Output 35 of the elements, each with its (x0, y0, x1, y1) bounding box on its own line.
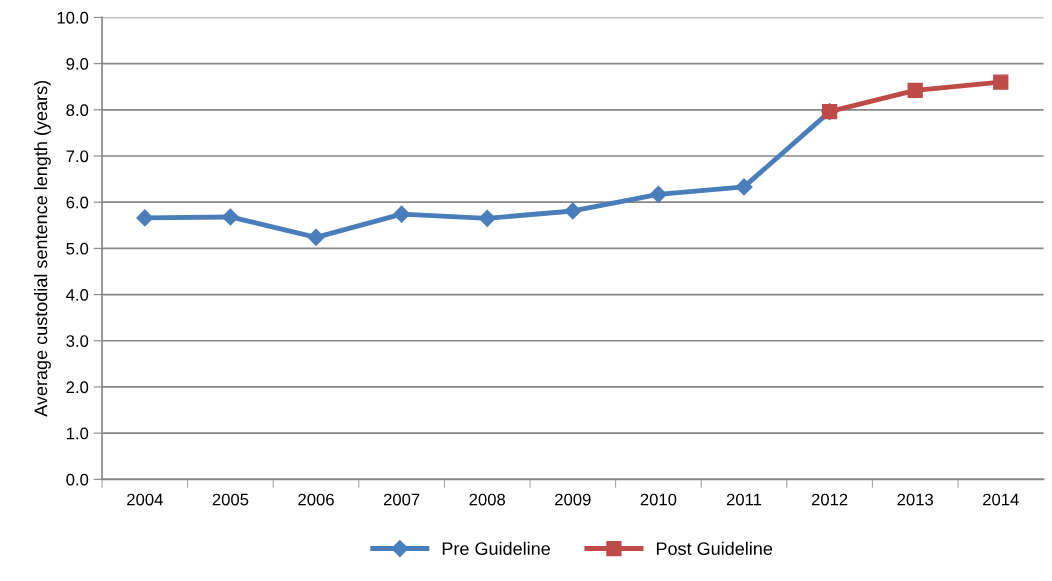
point (735, 178, 753, 196)
y-tick-label: 3.0 (66, 335, 89, 347)
point (649, 185, 667, 203)
x-tick-label: 2008 (469, 493, 506, 506)
y-axis-title: Average custodial sentence length (years) (34, 81, 51, 417)
point (564, 202, 582, 220)
x-tick-label: 2007 (383, 493, 420, 506)
point (907, 82, 923, 99)
y-tick-label: 0.0 (66, 473, 89, 486)
point (993, 74, 1009, 90)
x-tick-label: 2011 (726, 493, 762, 506)
legend-label: Pre Guideline (442, 541, 550, 556)
y-tick-label: 1.0 (66, 427, 89, 440)
point (307, 228, 325, 246)
x-tick-label: 2013 (897, 493, 933, 506)
x-tick-label: 2010 (640, 493, 677, 506)
y-tick-label: 10.0 (57, 11, 89, 24)
point (136, 209, 154, 227)
x-tick-label: 2005 (212, 493, 249, 506)
x-tick-label: 2004 (127, 493, 163, 506)
y-tick-label: 7.0 (66, 150, 89, 163)
y-tick-label: 2.0 (66, 381, 89, 394)
x-tick-label: 2006 (298, 493, 334, 506)
legend-label: Post Guideline (656, 541, 773, 556)
y-tick-label: 8.0 (66, 104, 89, 117)
y-tick-label: 6.0 (66, 196, 89, 209)
x-tick-label: 2009 (555, 493, 591, 506)
x-tick-label: 2014 (983, 493, 1019, 506)
x-tick-label: 2012 (811, 493, 848, 506)
point (393, 205, 411, 223)
y-tick-label: 9.0 (66, 58, 89, 70)
y-tick-label: 4.0 (66, 288, 89, 301)
point (221, 208, 239, 226)
point (478, 209, 496, 227)
y-tick-label: 5.0 (66, 242, 89, 255)
